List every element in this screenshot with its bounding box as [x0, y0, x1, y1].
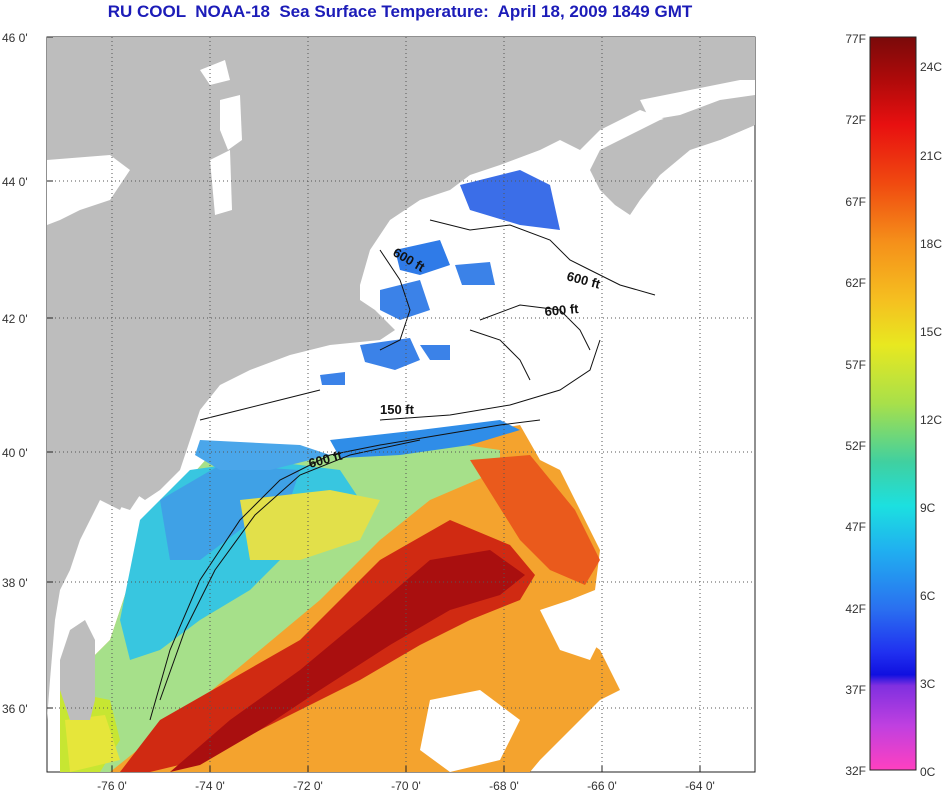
cb-c-label: 12C	[920, 413, 942, 427]
cb-f-label: 32F	[845, 764, 866, 778]
contour-label-600-georges: 600 ft	[544, 301, 580, 319]
map-title: RU COOL NOAA-18 Sea Surface Temperature:…	[107, 2, 693, 21]
colorbar-fahrenheit-labels: 77F 72F 67F 62F 57F 52F 47F 42F 37F 32F	[845, 32, 866, 778]
sst-map: 600 ft 600 ft 600 ft 150 ft 600 ft 46 0'…	[2, 31, 756, 793]
cb-f-label: 47F	[845, 520, 866, 534]
cb-c-label: 9C	[920, 501, 936, 515]
lat-label: 38 0'	[2, 576, 28, 590]
cold-patches	[195, 170, 560, 470]
lon-label: -74 0'	[195, 779, 225, 793]
cb-f-label: 77F	[845, 32, 866, 46]
cb-c-label: 24C	[920, 60, 942, 74]
cb-f-label: 52F	[845, 439, 866, 453]
grid	[47, 37, 755, 772]
cb-f-label: 37F	[845, 683, 866, 697]
colorbar: 77F 72F 67F 62F 57F 52F 47F 42F 37F 32F …	[845, 32, 942, 779]
lat-label: 40 0'	[2, 446, 28, 460]
lat-label: 46 0'	[2, 31, 28, 45]
cb-f-label: 72F	[845, 113, 866, 127]
cb-c-label: 0C	[920, 765, 936, 779]
sst-field	[60, 425, 620, 772]
lon-label: -66 0'	[587, 779, 617, 793]
cb-c-label: 15C	[920, 325, 942, 339]
contour-label-150: 150 ft	[380, 402, 415, 417]
cb-f-label: 57F	[845, 358, 866, 372]
cb-c-label: 21C	[920, 149, 942, 163]
axis-ticks	[47, 36, 701, 772]
cb-f-label: 67F	[845, 195, 866, 209]
land	[47, 37, 755, 720]
lon-label: -76 0'	[97, 779, 127, 793]
lon-label: -68 0'	[489, 779, 519, 793]
lat-label: 42 0'	[2, 312, 28, 326]
colorbar-celsius-labels: 24C 21C 18C 15C 12C 9C 6C 3C 0C	[920, 60, 942, 779]
cb-c-label: 6C	[920, 589, 936, 603]
lat-label: 36 0'	[2, 702, 28, 716]
depth-contours	[149, 219, 656, 721]
colorbar-gradient	[869, 36, 917, 771]
lon-label: -72 0'	[293, 779, 323, 793]
cb-f-label: 62F	[845, 276, 866, 290]
cb-f-label: 42F	[845, 602, 866, 616]
cb-c-label: 18C	[920, 237, 942, 251]
cb-c-label: 3C	[920, 677, 936, 691]
lon-label: -64 0'	[685, 779, 715, 793]
lon-label: -70 0'	[391, 779, 421, 793]
lat-label: 44 0'	[2, 175, 28, 189]
